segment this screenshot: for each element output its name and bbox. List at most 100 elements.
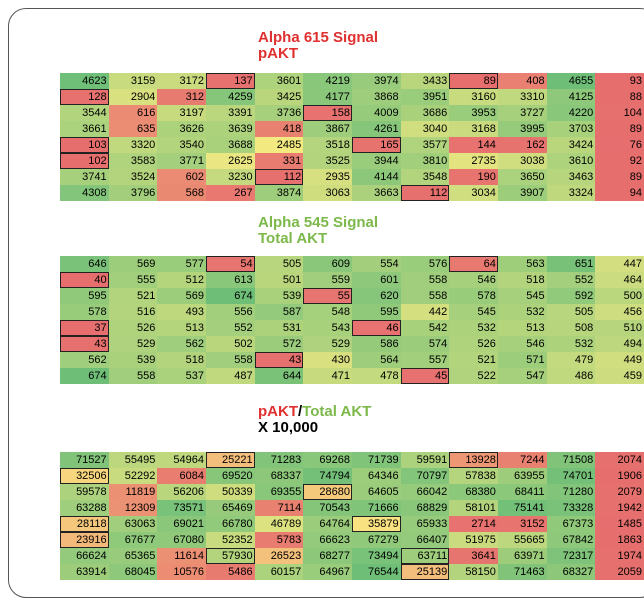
cell: 54 <box>205 256 255 272</box>
cell: 71283 <box>254 452 304 468</box>
cell: 112 <box>400 185 450 201</box>
cell: 3736 <box>254 105 304 121</box>
cell: 459 <box>595 368 644 384</box>
cell: 63063 <box>108 516 158 532</box>
cell: 518 <box>157 352 206 368</box>
cell: 442 <box>400 304 450 320</box>
cell: 76 <box>595 137 644 153</box>
title-line: Alpha 615 Signal <box>258 29 379 46</box>
cell: 50339 <box>205 484 255 500</box>
cell: 63971 <box>497 548 547 564</box>
cell: 3610 <box>546 153 596 169</box>
cell: 3320 <box>108 137 158 153</box>
cell: 674 <box>60 368 109 384</box>
cell: 578 <box>449 288 498 304</box>
cell: 37 <box>60 320 109 336</box>
cell: 635 <box>108 121 158 137</box>
cell: 68829 <box>400 500 450 516</box>
table-body: 71527 55495 54964 25221 71283 69268 71739 59591… <box>60 452 644 580</box>
cell: 112 <box>254 169 304 185</box>
cell: 58101 <box>449 500 498 516</box>
cell: 494 <box>595 336 644 352</box>
table-row: 4308 3796 568 267 3874 3063 3663 112 3034 3907 332… <box>60 185 644 201</box>
title-part: Total AKT <box>302 403 372 420</box>
cell: 35879 <box>351 516 401 532</box>
cell: 3160 <box>449 89 498 105</box>
cell: 3974 <box>351 73 401 89</box>
cell: 512 <box>157 272 206 288</box>
cell: 67080 <box>157 532 206 548</box>
cell: 554 <box>351 256 401 272</box>
cell: 66042 <box>400 484 450 500</box>
cell: 449 <box>595 352 644 368</box>
cell: 595 <box>351 304 401 320</box>
cell: 3995 <box>497 121 547 137</box>
cell: 331 <box>254 153 304 169</box>
cell: 4623 <box>60 73 109 89</box>
cell: 63955 <box>497 468 547 484</box>
cell: 3583 <box>108 153 158 169</box>
title-part: / <box>298 403 303 420</box>
cell: 547 <box>497 368 547 384</box>
cell: 2735 <box>449 153 498 169</box>
cell: 1974 <box>595 548 644 564</box>
cell: 6084 <box>157 468 206 484</box>
cell: 93 <box>595 73 644 89</box>
cell: 68337 <box>254 468 304 484</box>
cell: 569 <box>108 256 158 272</box>
table-row: 43 529 562 502 572 529 586 574 526 546 532 494 <box>60 336 644 352</box>
cell: 65469 <box>205 500 255 516</box>
cell: 71666 <box>351 500 401 516</box>
cell: 3686 <box>400 105 450 121</box>
cell: 3796 <box>108 185 158 201</box>
cell: 68380 <box>449 484 498 500</box>
cell: 59591 <box>400 452 450 468</box>
cell: 447 <box>595 256 644 272</box>
cell: 71508 <box>546 452 596 468</box>
cell: 66623 <box>303 532 352 548</box>
cell: 558 <box>400 288 450 304</box>
cell: 3874 <box>254 185 304 201</box>
cell: 102 <box>60 153 109 169</box>
cell: 577 <box>157 256 206 272</box>
title-line: Alpha 545 Signal <box>258 214 379 231</box>
cell: 45 <box>400 368 450 384</box>
cell: 28118 <box>60 516 109 532</box>
cell: 4655 <box>546 73 596 89</box>
cell: 92 <box>595 153 644 169</box>
cell: 3548 <box>400 169 450 185</box>
cell: 11819 <box>108 484 158 500</box>
cell: 616 <box>108 105 158 121</box>
cell: 66407 <box>400 532 450 548</box>
cell: 537 <box>157 368 206 384</box>
cell: 88 <box>595 89 644 105</box>
cell: 7244 <box>497 452 547 468</box>
cell: 592 <box>546 288 596 304</box>
cell: 644 <box>254 368 304 384</box>
cell: 2059 <box>595 564 644 580</box>
cell: 3424 <box>546 137 596 153</box>
cell: 68277 <box>303 548 352 564</box>
cell: 555 <box>108 272 158 288</box>
cell: 564 <box>351 352 401 368</box>
cell: 500 <box>595 288 644 304</box>
cell: 94 <box>595 185 644 201</box>
table-row: 4623 3159 3172 137 3601 4219 3974 3433 89 408 4655… <box>60 73 644 89</box>
cell: 486 <box>546 368 596 384</box>
table-row: 63288 12309 73571 65469 7114 70543 71666 68829 5… <box>60 500 644 516</box>
cell: 563 <box>497 256 547 272</box>
cell: 3641 <box>449 548 498 564</box>
cell: 10576 <box>157 564 206 580</box>
cell: 4177 <box>303 89 352 105</box>
cell: 43 <box>60 336 109 352</box>
cell: 11614 <box>157 548 206 564</box>
cell: 3463 <box>546 169 596 185</box>
table-title: Alpha 615 Signal pAKT <box>258 30 378 62</box>
cell: 73571 <box>157 500 206 516</box>
table-row: 674 558 537 487 644 471 478 45 522 547 486 459 <box>60 368 644 384</box>
cell: 501 <box>254 272 304 288</box>
cell: 3639 <box>205 121 255 137</box>
cell: 562 <box>60 352 109 368</box>
cell: 545 <box>497 288 547 304</box>
